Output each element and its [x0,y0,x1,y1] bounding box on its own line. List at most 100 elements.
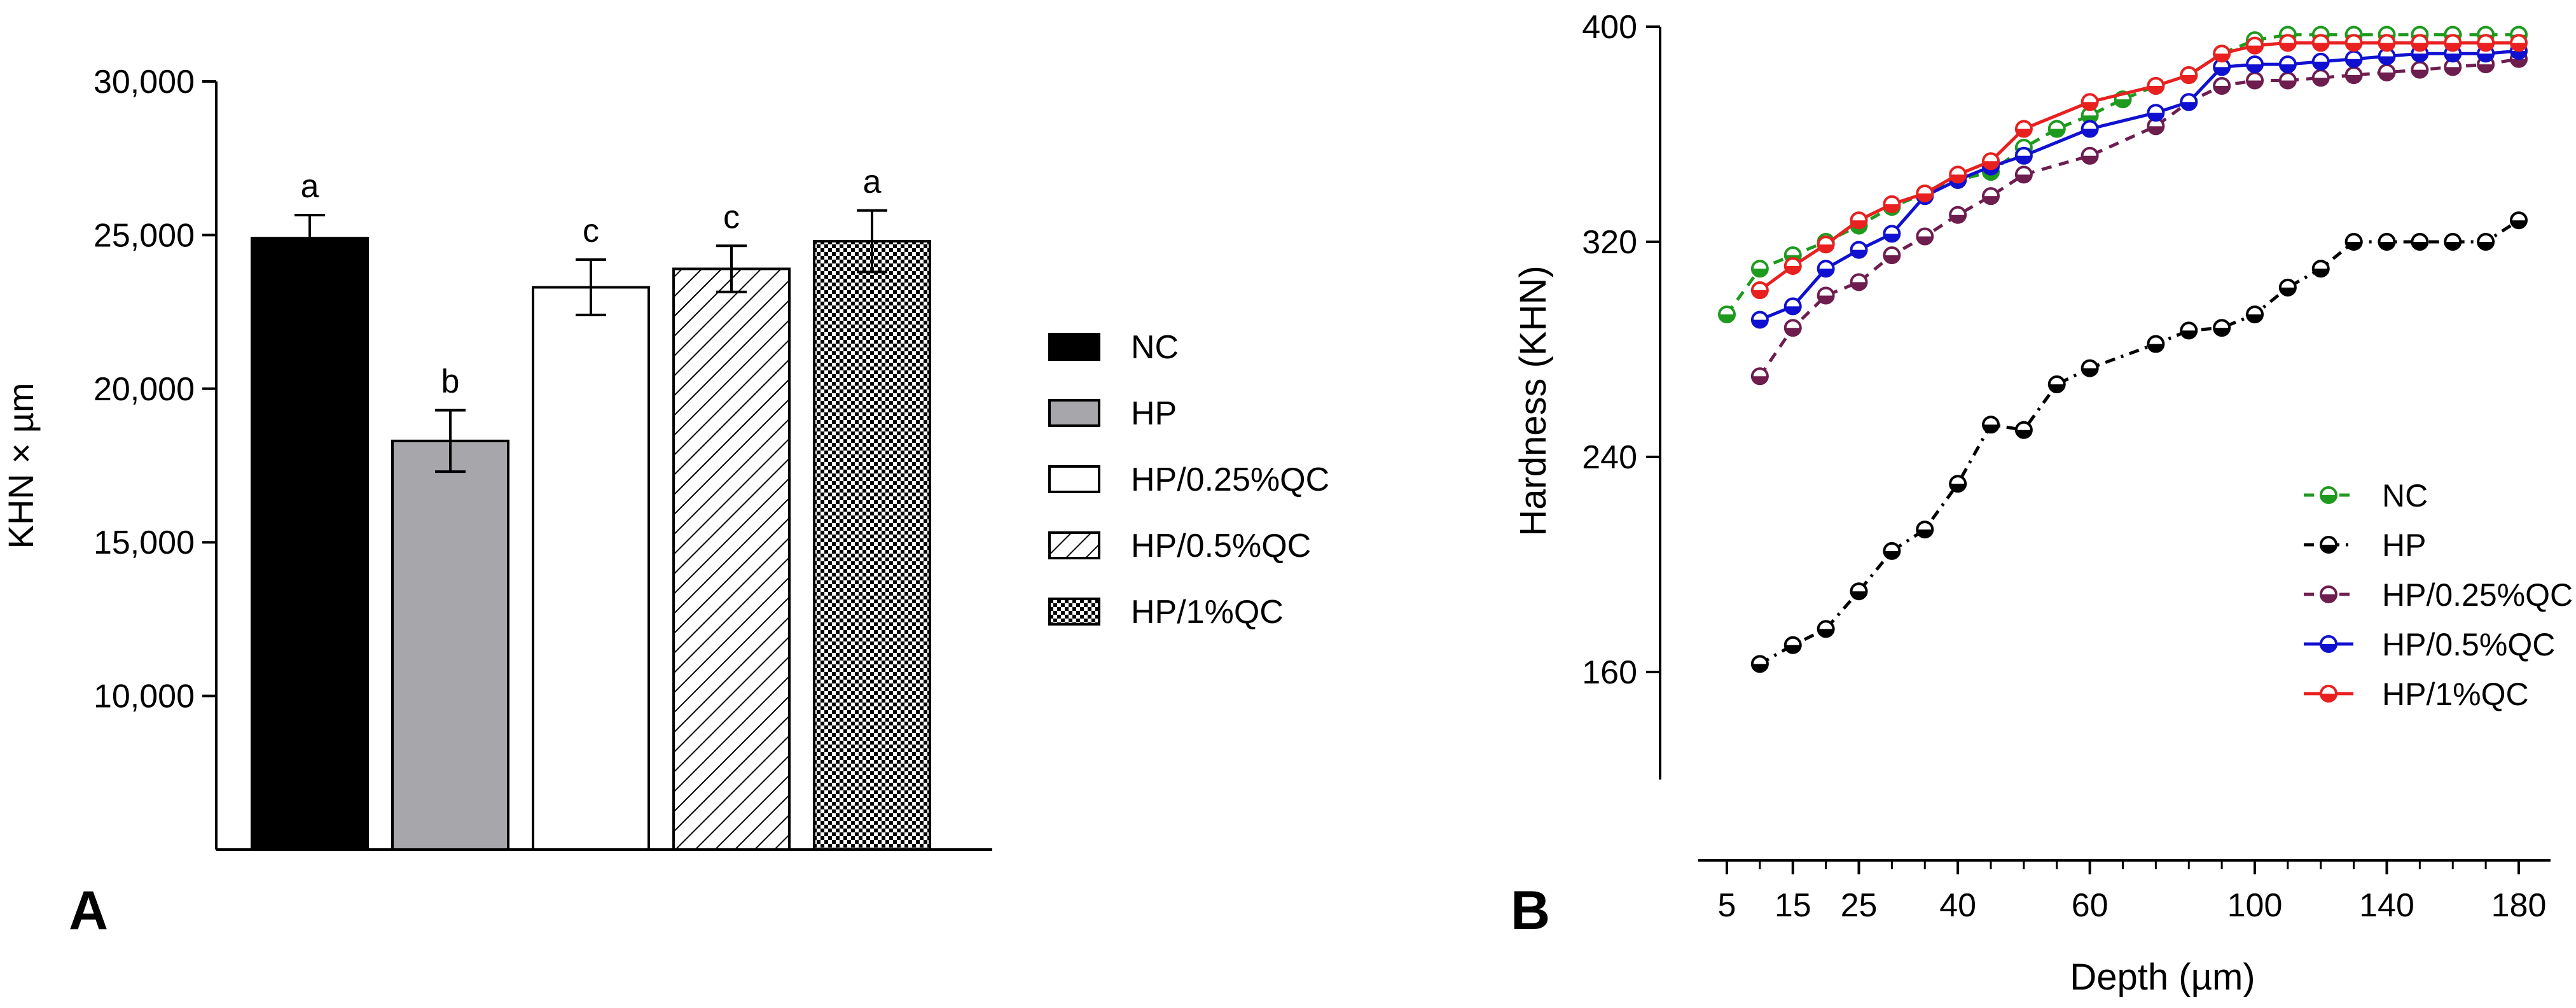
marker-half-fill [2214,328,2230,336]
data-point [2180,93,2198,111]
data-point [2147,117,2165,136]
legend-swatch-a [1048,531,1100,559]
data-point [2014,421,2033,439]
marker-half-fill [1983,424,1998,433]
data-point [1982,152,2000,171]
legend-label-b: HP/1%QC [2382,676,2529,712]
data-point [2278,55,2297,74]
data-point [1883,246,1901,265]
marker-half-fill [2379,72,2395,80]
data-point [1916,184,1934,202]
x-tick-label-b: 60 [2072,887,2109,924]
data-point [2081,120,2099,138]
marker-half-fill [1785,645,1801,653]
data-point [1750,281,1769,300]
data-point [1750,260,1769,278]
legend-marker-b [2320,536,2337,554]
y-ticks-a: 10,000 15,000 20,000 25,000 30,000 [93,64,216,715]
marker-half-fill [2016,174,2032,183]
line-chart-panel-b: 160 240 320 400 5 15 25 40 60 100 140 180 Hardness… [1511,9,2573,998]
marker-half-fill [2115,99,2131,108]
marker-half-fill [2321,644,2336,652]
marker-half-fill [2412,53,2428,62]
data-point [2444,233,2462,251]
marker-half-fill [2049,384,2065,392]
data-point [1982,187,2000,206]
legend-b: NC HP HP/0.25%QC HP/0.5%QC HP/1%QC [2304,478,2573,712]
data-point [1916,521,1934,539]
marker-half-fill [2247,64,2262,73]
x-tick-label-b: 180 [2491,887,2547,924]
data-point [2081,93,2099,111]
marker-half-fill [1752,290,1768,298]
data-point [2278,278,2297,297]
legend-label-a: NC [1131,329,1179,366]
data-point [2411,233,2429,251]
marker-half-fill [2379,242,2395,249]
panel-label-a: A [69,880,108,941]
marker-half-fill [2181,75,2197,83]
data-point [2147,335,2165,353]
marker-half-fill [1785,266,1801,274]
legend-marker-b [2320,486,2337,504]
marker-half-fill [1785,306,1801,314]
data-point [1916,227,1934,246]
data-point [2510,34,2528,52]
marker-half-fill [1752,664,1768,672]
data-point [1949,165,1967,184]
marker-half-fill [1818,269,1834,277]
marker-half-fill [2346,75,2362,83]
significance-letter: b [441,363,460,400]
y-tick-label-b: 400 [1582,9,1637,46]
marker-half-fill [2181,330,2197,339]
marker-half-fill [2321,495,2336,503]
data-point [2311,34,2330,52]
data-point [2477,233,2495,251]
legend-label-b: HP [2382,528,2426,563]
bar [532,286,650,851]
data-point [1883,195,1901,213]
marker-half-fill [2313,78,2329,86]
bar [672,267,791,851]
marker-half-fill [1818,295,1834,304]
data-point [2180,66,2198,85]
data-point [1750,311,1769,329]
data-point [2246,36,2264,55]
series-line [1725,33,2519,316]
legend-swatch-a [1048,465,1100,493]
marker-half-fill [1884,550,1900,559]
data-point [1850,211,1868,230]
data-point [2213,76,2231,95]
data-point [2014,165,2033,184]
marker-half-fill [2346,59,2362,67]
marker-half-fill [2412,43,2428,51]
significance-letter: c [583,213,599,249]
marker-half-fill [2412,242,2428,249]
marker-half-fill [2321,694,2336,701]
series-nc [1718,25,2528,324]
legend-swatch-a [1048,598,1100,626]
data-point [2081,146,2099,165]
marker-half-fill [1752,376,1768,384]
marker-half-fill [2148,113,2164,121]
data-point [1982,416,2000,434]
series-hp-0-25-qc [1750,50,2528,386]
x-ticks-b: 5 15 25 40 60 100 140 180 [1718,860,2547,924]
marker-half-fill [2445,53,2461,62]
series-hp [1750,211,2528,673]
marker-half-fill [2148,126,2164,134]
data-point [2213,58,2231,76]
marker-half-fill [2280,80,2296,88]
bar [813,240,931,851]
marker-half-fill [2082,129,2098,137]
data-point [1783,297,1802,316]
series-hp-0-5-qc [1750,42,2528,329]
data-point [2411,60,2429,79]
marker-half-fill [2346,43,2362,51]
significance-letter: a [301,168,319,205]
legend-label-a: HP/0.25%QC [1131,461,1329,498]
x-tick-label-b: 40 [1939,887,1976,924]
marker-half-fill [2511,59,2526,67]
data-point [1850,273,1868,291]
marker-half-fill [1950,174,1966,183]
